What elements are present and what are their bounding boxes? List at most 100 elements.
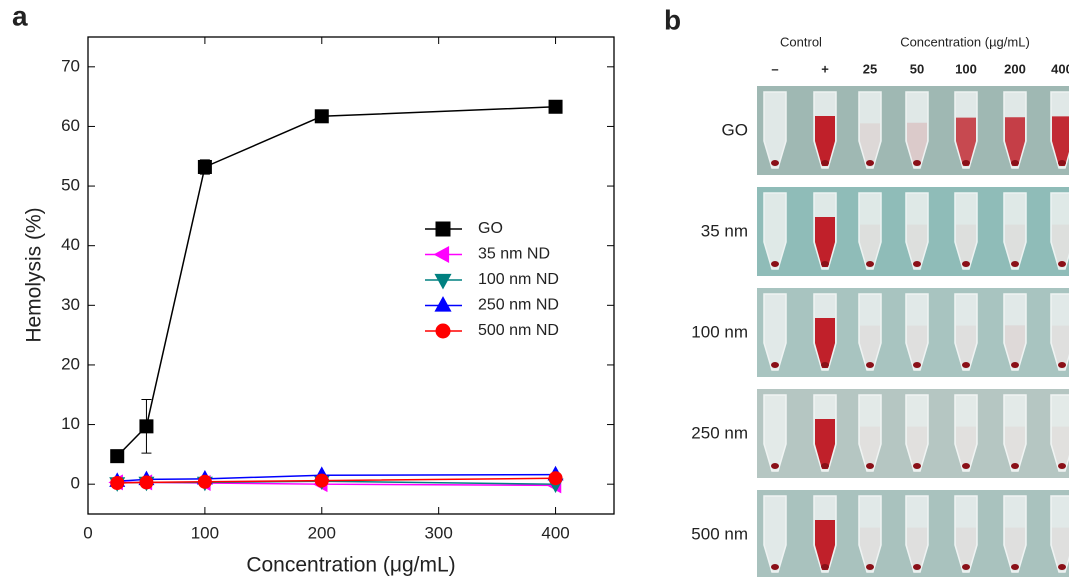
marker bbox=[197, 474, 212, 489]
pellet bbox=[962, 362, 970, 368]
concentration-header: Concentration (µg/mL) bbox=[900, 34, 1030, 49]
pellet bbox=[1011, 362, 1019, 368]
panel-label: a bbox=[12, 0, 28, 31]
pellet bbox=[866, 160, 874, 166]
tube-liquid bbox=[860, 527, 880, 570]
tube-liquid bbox=[907, 122, 927, 166]
legend-marker bbox=[434, 296, 452, 312]
pellet bbox=[866, 463, 874, 469]
column-label: 50 bbox=[910, 61, 924, 76]
legend-marker bbox=[435, 323, 451, 339]
pellet bbox=[913, 564, 921, 570]
marker bbox=[110, 449, 125, 464]
pellet bbox=[913, 463, 921, 469]
tube-liquid bbox=[815, 419, 835, 469]
y-axis-title: Hemolysis (%) bbox=[23, 207, 46, 342]
legend-label: GO bbox=[478, 220, 503, 237]
tube-liquid bbox=[1052, 527, 1069, 570]
row-label: GO bbox=[722, 120, 748, 139]
tube bbox=[763, 394, 787, 472]
legend-marker bbox=[435, 221, 451, 237]
pellet bbox=[1011, 463, 1019, 469]
y-tick-label: 20 bbox=[61, 354, 80, 373]
tube bbox=[1003, 293, 1027, 371]
tube-liquid bbox=[1052, 426, 1069, 469]
tube-liquid bbox=[1005, 325, 1025, 368]
pellet bbox=[1011, 261, 1019, 267]
tube bbox=[905, 293, 929, 371]
x-tick-label: 0 bbox=[83, 523, 92, 542]
tube bbox=[858, 293, 882, 371]
tube bbox=[954, 394, 978, 472]
marker bbox=[548, 99, 563, 114]
tube-liquid bbox=[860, 224, 880, 267]
tube bbox=[905, 394, 929, 472]
panel-label: b bbox=[664, 4, 681, 35]
pellet bbox=[1011, 564, 1019, 570]
pellet bbox=[1058, 362, 1066, 368]
pellet bbox=[1058, 564, 1066, 570]
y-tick-label: 30 bbox=[61, 295, 80, 314]
marker bbox=[197, 159, 212, 174]
tube bbox=[905, 192, 929, 270]
y-tick-label: 50 bbox=[61, 176, 80, 195]
y-tick-label: 70 bbox=[61, 56, 80, 75]
x-tick-label: 100 bbox=[191, 523, 219, 542]
row-label: 500 nm bbox=[691, 524, 748, 543]
pellet bbox=[771, 564, 779, 570]
tube bbox=[858, 495, 882, 573]
pellet bbox=[771, 362, 779, 368]
row-label: 100 nm bbox=[691, 322, 748, 341]
tube-liquid bbox=[907, 426, 927, 469]
tube bbox=[1050, 394, 1069, 472]
tube-liquid bbox=[956, 224, 976, 267]
tube-liquid bbox=[907, 325, 927, 368]
tube bbox=[1050, 192, 1069, 270]
pellet bbox=[771, 463, 779, 469]
pellet bbox=[962, 160, 970, 166]
legend-label: 100 nm ND bbox=[478, 271, 559, 288]
tube-liquid bbox=[860, 325, 880, 368]
legend-label: 500 nm ND bbox=[478, 322, 559, 339]
y-tick-label: 0 bbox=[71, 474, 80, 493]
tube bbox=[763, 495, 787, 573]
marker bbox=[548, 471, 563, 486]
tube bbox=[1050, 495, 1069, 573]
legend-label: 250 nm ND bbox=[478, 297, 559, 314]
legend-label: 35 nm ND bbox=[478, 246, 550, 263]
tube-liquid bbox=[815, 318, 835, 368]
pellet bbox=[771, 160, 779, 166]
marker bbox=[139, 475, 154, 490]
pellet bbox=[1058, 463, 1066, 469]
tube bbox=[1050, 293, 1069, 371]
pellet bbox=[866, 564, 874, 570]
tube bbox=[858, 91, 882, 169]
tube-liquid bbox=[1005, 117, 1025, 166]
tube bbox=[1003, 394, 1027, 472]
marker bbox=[110, 475, 125, 490]
pellet bbox=[821, 362, 829, 368]
tube-liquid bbox=[860, 426, 880, 469]
tube-liquid bbox=[1052, 224, 1069, 267]
tube bbox=[954, 495, 978, 573]
tube-liquid bbox=[956, 117, 976, 166]
pellet bbox=[866, 362, 874, 368]
y-tick-label: 40 bbox=[61, 235, 80, 254]
pellet bbox=[821, 261, 829, 267]
pellet bbox=[1058, 261, 1066, 267]
column-label: – bbox=[771, 61, 778, 76]
marker bbox=[314, 109, 329, 124]
column-label: 25 bbox=[863, 61, 877, 76]
row-label: 250 nm bbox=[691, 423, 748, 442]
tube-liquid bbox=[860, 123, 880, 166]
column-label: 400 bbox=[1051, 61, 1069, 76]
tube-liquid bbox=[815, 116, 835, 166]
marker bbox=[139, 419, 154, 434]
control-header: Control bbox=[780, 34, 822, 49]
pellet bbox=[913, 362, 921, 368]
y-tick-label: 60 bbox=[61, 116, 80, 135]
tube-liquid bbox=[1005, 224, 1025, 267]
legend-marker bbox=[433, 245, 450, 264]
tube-liquid bbox=[815, 217, 835, 267]
